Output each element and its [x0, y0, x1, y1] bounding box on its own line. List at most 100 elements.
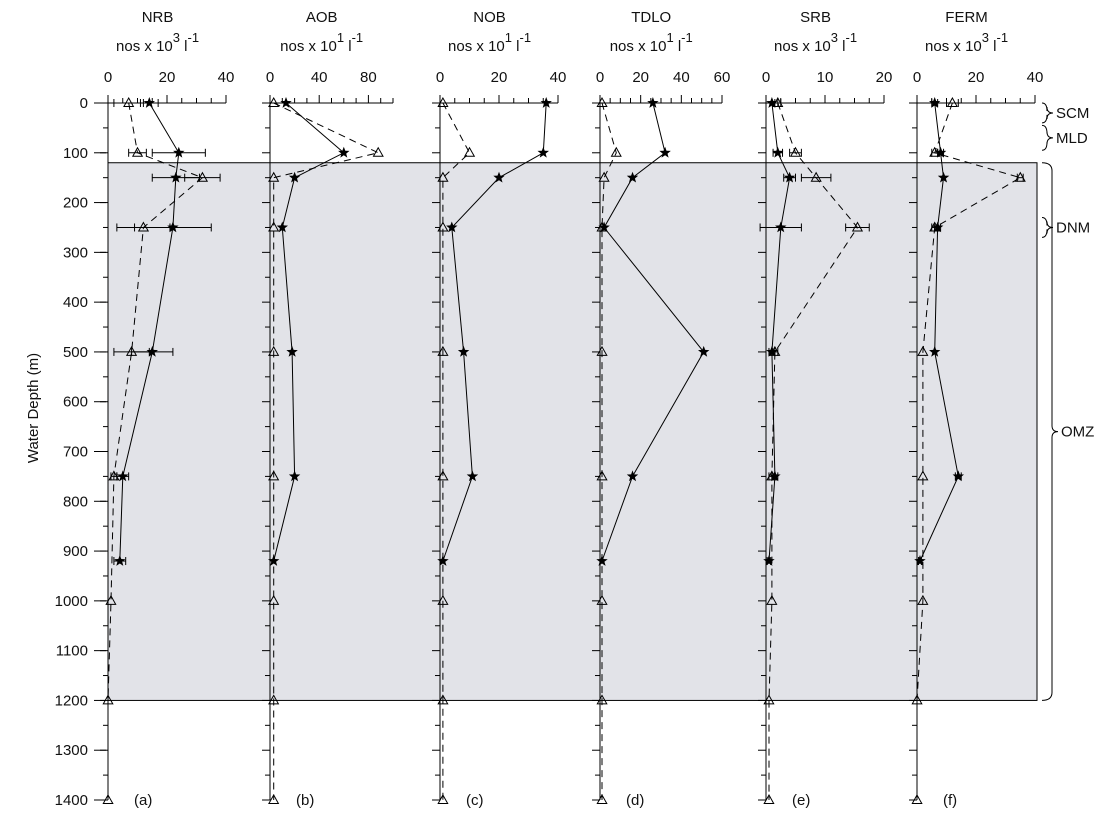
triangle-marker — [917, 594, 929, 605]
panel-letter-label: (e) — [792, 792, 810, 809]
omz-shade-rect — [107, 162, 1038, 701]
star-marker — [766, 345, 778, 357]
y-tick-label: 200 — [63, 195, 88, 212]
series-line-dashed — [273, 102, 380, 800]
star-marker — [783, 171, 796, 183]
triangle-marker — [268, 96, 280, 107]
star-marker — [117, 470, 129, 482]
panel-title-name: NOB — [473, 9, 506, 26]
triangle-marker — [437, 793, 449, 804]
x-tick-label: 0 — [596, 69, 604, 86]
triangle-marker — [917, 345, 929, 356]
zone-label: SCM — [1056, 105, 1089, 122]
zone-label: DNM — [1056, 219, 1090, 236]
star-marker — [775, 221, 787, 233]
star-marker — [114, 555, 126, 566]
y-tick-label: 0 — [80, 95, 88, 112]
star-marker — [286, 345, 298, 357]
x-tick-label: 40 — [673, 69, 690, 86]
triangle-marker — [437, 171, 449, 182]
panel-f: 0 20 40 FERM nos x 103 l-1 (f) — [909, 9, 1043, 809]
star-marker — [540, 97, 552, 108]
triangle-marker — [596, 694, 608, 705]
panel-letter-label: (c) — [466, 792, 484, 809]
triangle-marker — [137, 221, 150, 232]
triangle-marker — [810, 171, 822, 182]
x-tick-label: 0 — [913, 69, 921, 86]
star-marker — [937, 171, 950, 183]
x-tick-label: 60 — [714, 69, 731, 86]
star-marker — [772, 146, 784, 158]
x-tick-label: 0 — [266, 69, 274, 86]
panel-a: 0 20 40 NRB nos x 103 l-1 (a) — [100, 9, 234, 809]
star-marker — [766, 97, 778, 108]
x-tick-label: 40 — [218, 69, 235, 86]
star-marker — [929, 97, 941, 108]
zone-label: MLD — [1056, 130, 1088, 147]
triangle-marker — [196, 171, 209, 182]
x-tick-label: 0 — [762, 69, 770, 86]
y-tick-label: 1400 — [55, 792, 88, 809]
triangle-marker — [596, 470, 608, 481]
panel-c: 0 20 40 NOB nos x 101 l-1 (c) — [432, 9, 566, 809]
star-marker — [167, 221, 179, 233]
star-marker — [173, 146, 185, 158]
y-tick-label: 600 — [63, 394, 88, 411]
y-tick-label: 900 — [63, 543, 88, 560]
x-tick-label: 40 — [1027, 69, 1044, 86]
triangle-marker — [108, 470, 120, 481]
triangle-marker — [946, 96, 958, 107]
triangle-marker — [437, 96, 449, 107]
triangle-marker — [917, 470, 929, 481]
triangle-marker — [268, 171, 280, 182]
panel-letter-label: (b) — [296, 792, 314, 809]
triangle-marker — [763, 793, 775, 804]
star-marker — [914, 555, 926, 566]
series-line-dashed — [107, 102, 204, 800]
triangle-marker — [596, 96, 608, 107]
x-tick-label: 20 — [632, 69, 649, 86]
star-marker — [931, 221, 944, 233]
star-marker — [929, 345, 941, 357]
triangle-marker — [105, 594, 117, 605]
star-marker — [698, 345, 710, 357]
triangle-marker — [102, 694, 114, 705]
x-tick-label: 20 — [968, 69, 985, 86]
triangle-marker — [102, 793, 114, 804]
y-tick-label: 1300 — [55, 742, 88, 759]
panel-title-name: SRB — [800, 9, 831, 26]
star-marker — [659, 146, 671, 158]
star-marker — [952, 470, 964, 482]
panel-unit-label: nos x 101 l-1 — [610, 30, 693, 55]
star-marker — [596, 555, 608, 566]
y-tick-label: 300 — [63, 244, 88, 261]
panel-b: 0 40 80 AOB nos x 101 l-1 (b) — [262, 9, 394, 809]
triangle-marker — [851, 221, 864, 232]
triangle-marker — [763, 694, 775, 705]
star-marker — [763, 555, 775, 566]
x-tick-label: 0 — [104, 69, 112, 86]
panel-title-name: AOB — [306, 9, 338, 26]
star-marker — [338, 146, 350, 158]
y-tick-label: 700 — [63, 444, 88, 461]
panel-letter-label: (d) — [626, 792, 644, 809]
triangle-marker — [437, 221, 449, 232]
series-line-dashed — [916, 102, 1022, 800]
zone-brace — [1041, 162, 1059, 701]
x-tick-label: 10 — [817, 69, 834, 86]
depth-axis: Water Depth (m) 0 100 200 300 400 500 600 700 80… — [25, 95, 106, 809]
zone-brace — [1041, 217, 1054, 238]
triangle-marker — [596, 793, 608, 804]
triangle-marker — [789, 146, 802, 157]
x-tick-label: 0 — [436, 69, 444, 86]
y-axis-label: Water Depth (m) — [25, 353, 42, 463]
triangle-marker — [598, 171, 610, 182]
triangle-marker — [437, 594, 449, 605]
triangle-marker — [131, 146, 144, 157]
triangle-marker — [437, 470, 449, 481]
star-marker — [493, 171, 505, 183]
zone-label: OMZ — [1061, 424, 1094, 441]
panel-e: 0 10 20 SRB nos x 103 l-1 (e) — [758, 9, 892, 809]
omz-shaded-region — [107, 162, 1038, 701]
star-marker — [537, 146, 549, 158]
